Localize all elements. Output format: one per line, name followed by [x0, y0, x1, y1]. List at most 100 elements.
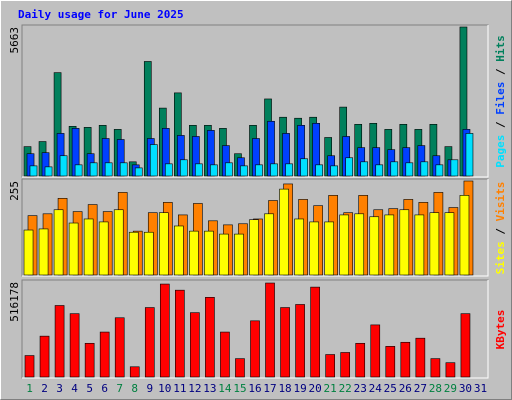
bar	[309, 221, 319, 276]
bar	[405, 162, 414, 177]
bar	[375, 164, 384, 177]
x-tick-label: 12	[188, 382, 201, 395]
bar	[149, 144, 158, 177]
bar	[265, 282, 275, 378]
bar	[24, 355, 35, 378]
bar	[435, 164, 444, 177]
bar	[84, 342, 95, 378]
bar	[180, 159, 188, 177]
bar	[355, 342, 366, 378]
legend-entry: KBytes	[494, 310, 507, 350]
bar	[74, 164, 83, 177]
x-tick-label: 18	[278, 382, 291, 395]
bar	[295, 304, 305, 378]
bar	[445, 362, 456, 378]
bar	[345, 157, 354, 177]
bar	[324, 221, 334, 276]
bar	[128, 231, 139, 276]
x-tick-label: 20	[309, 382, 322, 395]
bar	[460, 313, 471, 378]
bar	[315, 164, 323, 177]
bar	[240, 165, 248, 177]
bar	[280, 307, 290, 378]
y-tick-label: 5663	[8, 27, 21, 54]
bar	[29, 165, 38, 177]
bar	[444, 212, 455, 276]
bar	[143, 231, 154, 276]
x-tick-label: 11	[173, 382, 186, 395]
y-tick-label: 516178	[8, 282, 21, 322]
chart-title: Daily usage for June 2025	[18, 8, 184, 21]
x-tick-label: 10	[158, 382, 171, 395]
bar	[325, 354, 335, 378]
bar	[99, 331, 110, 378]
bar	[300, 158, 308, 177]
bar	[340, 352, 351, 378]
bar	[465, 133, 474, 177]
bar	[234, 233, 244, 276]
x-tick-label: 14	[218, 382, 232, 395]
legend-separator: /	[494, 115, 507, 135]
bar	[159, 283, 170, 378]
x-tick-label: 4	[71, 382, 78, 395]
bar	[310, 286, 320, 378]
bar	[294, 218, 304, 276]
x-tick-label: 22	[339, 382, 352, 395]
bar	[134, 167, 143, 177]
bar	[339, 214, 350, 276]
x-tick-label: 3	[56, 382, 63, 395]
bar	[44, 166, 53, 177]
x-tick-label: 28	[429, 382, 442, 395]
bar	[69, 313, 80, 378]
bar	[189, 230, 199, 276]
bar	[119, 162, 128, 177]
bar	[330, 165, 338, 177]
legend: KBytes	[494, 310, 507, 350]
bar	[23, 229, 34, 276]
x-tick-label: 25	[384, 382, 397, 395]
bar	[414, 214, 425, 276]
bar	[249, 219, 259, 276]
bar	[459, 195, 470, 276]
bar	[400, 341, 411, 378]
bar	[370, 324, 381, 378]
x-tick-label: 29	[444, 382, 457, 395]
bar	[264, 213, 274, 276]
x-tick-label: 1	[26, 382, 33, 395]
legend-entry: Pages	[494, 135, 507, 168]
bar	[205, 297, 215, 378]
bar	[220, 331, 230, 378]
x-tick-label: 9	[146, 382, 153, 395]
x-tick-label: 2	[41, 382, 48, 395]
bar	[39, 335, 50, 378]
bar	[53, 209, 64, 276]
bar	[250, 320, 260, 378]
bar	[204, 230, 214, 276]
bar	[285, 163, 293, 177]
panel-bevel	[22, 179, 489, 277]
bar	[225, 162, 233, 177]
x-tick-label: 16	[248, 382, 261, 395]
bar	[369, 216, 380, 276]
bar	[450, 159, 459, 177]
x-tick-label: 8	[131, 382, 138, 395]
bar	[270, 163, 278, 177]
x-tick-label: 27	[414, 382, 427, 395]
x-tick-label: 5	[86, 382, 93, 395]
x-tick-label: 13	[203, 382, 216, 395]
x-tick-label: 7	[116, 382, 123, 395]
panel-bevel	[22, 280, 489, 379]
bar	[68, 222, 79, 276]
bar	[255, 164, 263, 177]
bar	[420, 161, 429, 177]
bar	[385, 346, 396, 378]
bar	[235, 358, 245, 378]
legend: Sites / Visits	[494, 182, 507, 275]
legend-separator: /	[494, 62, 507, 82]
bar	[164, 163, 173, 177]
bar	[190, 312, 200, 378]
x-tick-label: 31	[474, 382, 487, 395]
y-tick-label: 255	[8, 181, 21, 201]
